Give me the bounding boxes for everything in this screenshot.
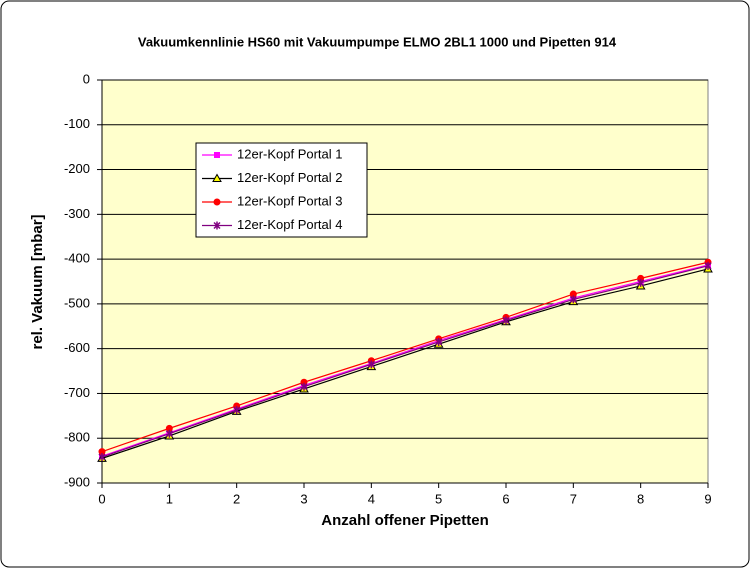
y-tick-label: -700: [64, 385, 90, 400]
marker: [98, 453, 106, 462]
x-tick-label: 3: [300, 491, 307, 506]
x-tick-label: 2: [233, 491, 240, 506]
y-tick-label: -500: [64, 295, 90, 310]
y-tick-label: 0: [83, 71, 90, 86]
marker: [704, 261, 712, 270]
marker: [233, 406, 241, 415]
y-tick-label: -600: [64, 340, 90, 355]
y-tick-label: -300: [64, 206, 90, 221]
marker: [502, 316, 510, 325]
marker: [213, 221, 221, 230]
series-line: [101, 265, 709, 458]
y-tick-label: -200: [64, 161, 90, 176]
marker: [212, 173, 222, 182]
x-tick-label: 4: [368, 491, 375, 506]
marker: [435, 337, 443, 346]
plot-area: [101, 79, 709, 484]
marker: [165, 429, 173, 438]
x-tick-label: 8: [637, 491, 644, 506]
legend-label: 12er-Kopf Portal 3: [237, 193, 343, 208]
marker: [569, 290, 577, 298]
marker: [213, 198, 221, 206]
series-line: [101, 264, 709, 457]
marker: [367, 360, 375, 369]
x-axis-label: Anzahl offener Pipetten: [321, 512, 489, 529]
legend-label: 12er-Kopf Portal 1: [237, 146, 343, 161]
y-tick-label: -900: [64, 474, 90, 489]
marker: [165, 424, 173, 432]
y-tick-label: -400: [64, 251, 90, 266]
x-tick-label: 1: [166, 491, 173, 506]
x-tick-label: 6: [502, 491, 509, 506]
legend-label: 12er-Kopf Portal 2: [237, 170, 343, 185]
y-tick-label: -800: [64, 430, 90, 445]
marker: [300, 382, 308, 391]
legend-label: 12er-Kopf Portal 4: [237, 217, 343, 232]
chart-title: Vakuumkennlinie HS60 mit Vakuumpumpe ELM…: [138, 34, 617, 49]
legend: [195, 142, 368, 238]
x-tick-label: 5: [435, 491, 442, 506]
series-line: [101, 261, 709, 453]
marker: [637, 278, 645, 287]
x-tick-label: 7: [570, 491, 577, 506]
marker: [569, 295, 577, 304]
x-tick-label: 9: [704, 491, 711, 506]
y-tick-label: -100: [64, 116, 90, 131]
series-line: [101, 268, 709, 459]
y-axis-label: rel. Vakuum [mbar]: [29, 214, 46, 349]
marker: [214, 152, 220, 158]
marker: [98, 448, 106, 456]
x-tick-label: 0: [98, 491, 105, 506]
